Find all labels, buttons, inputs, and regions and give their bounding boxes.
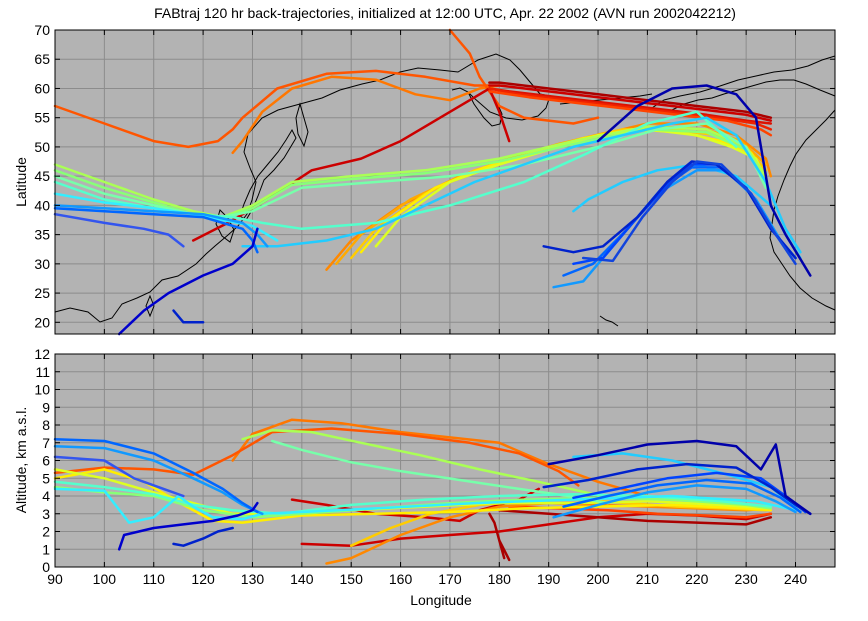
y-tick-label: 2 xyxy=(42,524,50,540)
y-tick-label: 40 xyxy=(34,197,50,213)
y-tick-label: 30 xyxy=(34,256,50,272)
alt-trajectory-5 xyxy=(498,508,773,526)
x-tick-label: 180 xyxy=(488,571,512,587)
y-tick-label: 12 xyxy=(34,346,50,362)
map-frame xyxy=(54,29,836,335)
y-tick-label: 7 xyxy=(42,435,50,451)
alt-trajectory-9 xyxy=(53,468,773,524)
x-tick-label: 140 xyxy=(290,571,314,587)
alt-trajectory-20 xyxy=(562,478,802,514)
coastline-asia xyxy=(54,53,551,323)
alt-frame xyxy=(54,353,836,568)
map-axes: 20 25 30 35 40 45 50 55 60 65 70 xyxy=(34,22,836,335)
coastline-hawaii xyxy=(599,315,619,327)
map-trajectory-22 xyxy=(53,207,259,254)
x-tick-label: 210 xyxy=(636,571,660,587)
x-tick-label: 150 xyxy=(340,571,364,587)
alt-trajectory-24 xyxy=(117,501,259,551)
x-tick-label: 220 xyxy=(685,571,709,587)
alt-trajectory-19 xyxy=(53,437,259,514)
alt-trajectory-11 xyxy=(241,429,620,501)
alt-trajectory-23 xyxy=(547,439,812,516)
y-tick-label: 55 xyxy=(34,110,50,126)
chart-title: FABtraj 120 hr back-trajectories, initia… xyxy=(154,5,736,21)
map-trajectory-5 xyxy=(488,84,773,122)
map-trajectory-15 xyxy=(53,128,768,219)
map-trajectory-27 xyxy=(581,160,797,266)
alt-trajectory-0 xyxy=(231,418,649,498)
map-panel: 20 25 30 35 40 45 50 55 60 65 70 Latitude xyxy=(13,22,836,336)
y-tick-label: 60 xyxy=(34,80,50,96)
map-trajectory-14 xyxy=(53,125,768,219)
y-tick-label: 70 xyxy=(34,22,50,38)
map-trajectory-26 xyxy=(542,160,797,260)
y-tick-label: 0 xyxy=(42,559,50,575)
alt-trajectory-26 xyxy=(53,455,185,498)
map-trajectory-16 xyxy=(53,122,768,219)
y-tick-label: 11 xyxy=(35,364,50,380)
map-trajectory-1 xyxy=(231,75,501,155)
x-tick-label: 160 xyxy=(389,571,413,587)
alt-trajectory-1 xyxy=(53,427,580,487)
coastline-taiwan xyxy=(145,294,155,318)
map-trajectory-4 xyxy=(488,81,773,119)
alt-trajectory-22 xyxy=(542,462,812,516)
alt-trajectory-18 xyxy=(552,484,797,519)
map-trajectories xyxy=(53,28,812,336)
map-trajectory-30 xyxy=(172,309,205,324)
altitude-axes: 90 100 110 120 130 140 150 160 170 180 190 200 210 22… xyxy=(34,346,836,587)
map-y-axis-label: Latitude xyxy=(13,157,29,207)
x-tick-label: 130 xyxy=(241,571,265,587)
altitude-panel: 90 100 110 120 130 140 150 160 170 180 190 200 210 22… xyxy=(13,346,836,608)
x-tick-label: 240 xyxy=(784,571,808,587)
altitude-trajectories xyxy=(53,418,812,565)
map-trajectory-6 xyxy=(488,87,773,125)
y-tick-label: 65 xyxy=(34,51,50,67)
map-trajectory-31 xyxy=(53,212,185,248)
y-tick-label: 9 xyxy=(42,399,50,415)
y-tick-label: 20 xyxy=(34,314,50,330)
altitude-y-axis-label: Altitude, km a.s.l. xyxy=(13,407,29,514)
y-tick-label: 10 xyxy=(34,382,50,398)
x-tick-label: 100 xyxy=(93,571,117,587)
map-trajectory-8 xyxy=(488,90,773,137)
y-tick-label: 50 xyxy=(34,139,50,155)
x-tick-label: 190 xyxy=(537,571,561,587)
map-trajectory-0 xyxy=(53,69,491,149)
x-tick-label: 170 xyxy=(438,571,462,587)
y-tick-label: 8 xyxy=(42,417,50,433)
alt-trajectory-17 xyxy=(53,445,264,516)
coastline-sakhalin xyxy=(295,102,309,148)
map-trajectory-2 xyxy=(448,28,600,125)
x-tick-label: 110 xyxy=(143,571,166,587)
coastline-north-america xyxy=(769,109,836,311)
x-tick-label: 200 xyxy=(586,571,610,587)
y-tick-label: 25 xyxy=(34,285,50,301)
map-trajectory-19 xyxy=(241,116,802,254)
y-tick-label: 4 xyxy=(42,488,50,504)
map-trajectory-28 xyxy=(596,84,812,277)
y-tick-label: 5 xyxy=(42,470,50,486)
y-tick-label: 45 xyxy=(34,168,50,184)
y-tick-label: 1 xyxy=(42,541,50,557)
y-tick-label: 6 xyxy=(42,453,50,469)
x-tick-label: 90 xyxy=(47,571,63,587)
alt-trajectory-4 xyxy=(488,512,511,562)
map-trajectory-29 xyxy=(117,227,259,336)
coastline-japan xyxy=(239,128,297,221)
alt-trajectory-25 xyxy=(172,526,234,547)
x-tick-label: 120 xyxy=(191,571,215,587)
x-axis-label: Longitude xyxy=(410,592,472,608)
x-tick-label: 230 xyxy=(734,571,758,587)
y-tick-label: 3 xyxy=(42,506,50,522)
y-tick-label: 35 xyxy=(34,227,50,243)
map-trajectory-21 xyxy=(53,204,269,248)
map-trajectory-7 xyxy=(488,87,773,131)
